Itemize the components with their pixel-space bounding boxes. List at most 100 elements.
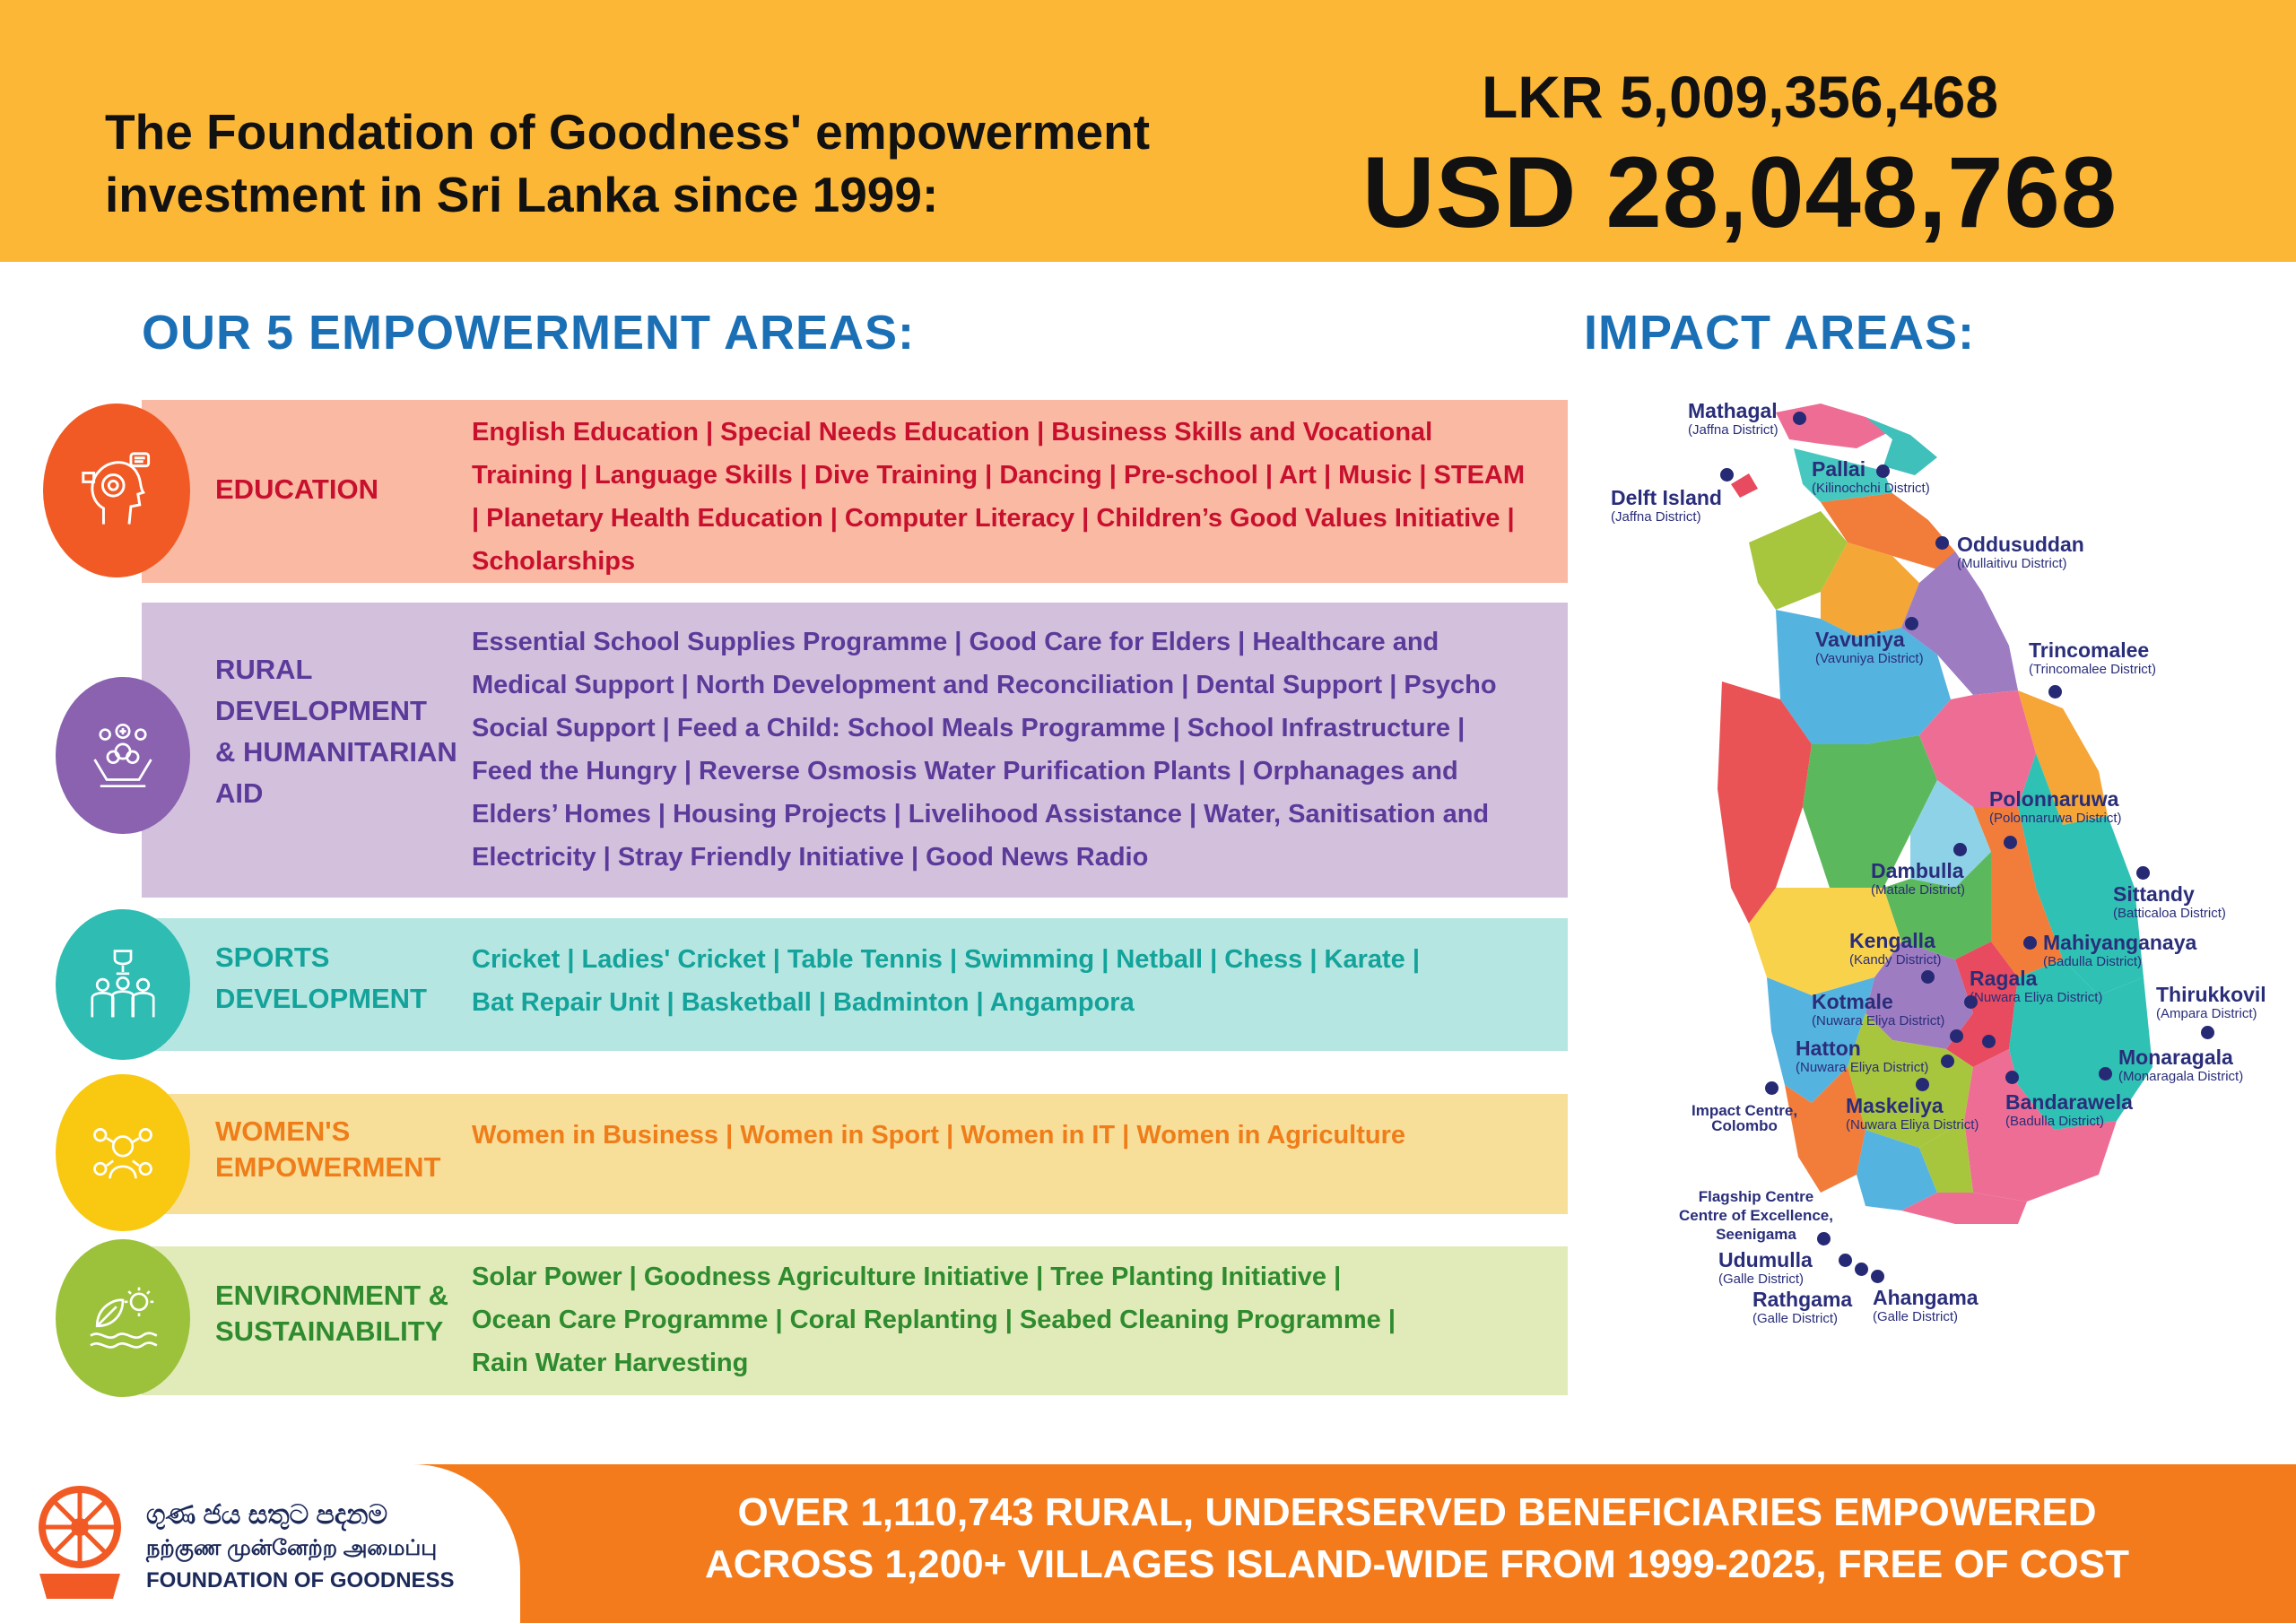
map-marker	[2201, 1026, 2214, 1039]
location-label: Kengalla (Kandy District)	[1849, 929, 1942, 968]
area-label-line: EDUCATION	[215, 473, 378, 505]
logo-english-text: FOUNDATION OF GOODNESS	[146, 1568, 455, 1593]
area-items: Solar Power | Goodness Agriculture Initi…	[472, 1255, 1541, 1384]
area-label-line: & HUMANITARIAN	[215, 736, 457, 768]
map-marker	[1876, 464, 1890, 478]
area-items-line: Scholarships	[472, 547, 636, 576]
area-womens-empowerment: WOMEN'S EMPOWERMENT Women in Business | …	[142, 1094, 1568, 1214]
location-label: Oddusuddan (Mullaitivu District)	[1957, 533, 2084, 571]
area-items-line: | Planetary Health Education | Computer …	[472, 504, 1515, 533]
area-items-line: Essential School Supplies Programme | Go…	[472, 628, 1439, 656]
lkr-amount: LKR 5,009,356,468	[1481, 64, 1999, 130]
area-items-line: Rain Water Harvesting	[472, 1349, 749, 1377]
headline: The Foundation of Goodness' empowerment …	[105, 100, 1271, 226]
map-marker	[1871, 1270, 1884, 1283]
map-marker	[2136, 866, 2150, 880]
headline-line2: investment in Sri Lanka since 1999:	[105, 167, 939, 222]
location-label: Maskeliya (Nuwara Eliya District)	[1846, 1094, 1979, 1133]
map-marker	[1950, 1029, 1963, 1043]
area-label: EDUCATION	[215, 469, 378, 510]
area-label: ENVIRONMENT & SUSTAINABILITY	[215, 1278, 448, 1350]
map-marker	[1921, 970, 1935, 984]
area-label: SPORTS DEVELOPMENT	[215, 937, 427, 1020]
location-label: Hatton (Nuwara Eliya District)	[1796, 1037, 1929, 1075]
map-marker	[1793, 412, 1806, 425]
map-marker	[1855, 1263, 1868, 1276]
trophy-team-icon	[56, 909, 190, 1060]
helping-hands-icon	[56, 677, 190, 834]
area-label-line: ENVIRONMENT &	[215, 1280, 449, 1311]
map-marker	[1720, 468, 1734, 482]
area-items: Women in Business | Women in Sport | Wom…	[472, 1114, 1541, 1157]
map-marker	[1964, 995, 1978, 1009]
area-education: EDUCATION English Education | Special Ne…	[142, 400, 1568, 583]
area-label: WOMEN'S EMPOWERMENT	[215, 1114, 440, 1185]
map-marker	[1905, 617, 1918, 630]
area-label-line: DEVELOPMENT	[215, 983, 427, 1014]
location-label: Flagship Centre Centre of Excellence, Seen…	[1679, 1188, 1833, 1243]
location-label: Vavuniya (Vavuniya District)	[1815, 628, 1924, 666]
sri-lanka-map	[1596, 386, 2296, 1354]
area-label: RURAL DEVELOPMENT & HUMANITARIAN AID	[215, 649, 457, 814]
location-label: Monaragala (Monaragala District)	[2118, 1046, 2244, 1084]
location-label: Rathgama (Galle District)	[1752, 1288, 1853, 1326]
map-marker	[2023, 936, 2037, 950]
map-marker	[2004, 836, 2017, 849]
education-head-icon	[43, 404, 190, 577]
area-items-line: Solar Power | Goodness Agriculture Initi…	[472, 1263, 1342, 1291]
women-icon	[56, 1074, 190, 1231]
area-label-line: SUSTAINABILITY	[215, 1315, 444, 1347]
headline-line1: The Foundation of Goodness' empowerment	[105, 104, 1151, 160]
location-label: Polonnaruwa (Polonnaruwa District)	[1989, 787, 2122, 826]
dharma-wheel-logo	[30, 1473, 129, 1608]
area-items: Essential School Supplies Programme | Go…	[472, 621, 1541, 879]
location-label: Delft Island (Jaffna District)	[1611, 486, 1722, 525]
location-label: Mathagal (Jaffna District)	[1688, 399, 1779, 438]
area-label-line: SPORTS	[215, 942, 330, 973]
map-marker	[2048, 685, 2062, 699]
area-items-line: Cricket | Ladies' Cricket | Table Tennis…	[472, 945, 1420, 974]
map-marker	[1935, 536, 1949, 550]
location-label: Pallai (Kilinochchi District)	[1812, 457, 1930, 496]
impact-areas-title: IMPACT AREAS:	[1584, 306, 1975, 360]
area-items-line: Social Support | Feed a Child: School Me…	[472, 714, 1465, 742]
area-label-line: RURAL	[215, 654, 313, 685]
area-items-line: English Education | Special Needs Educat…	[472, 418, 1433, 447]
location-label: Trincomalee (Trincomalee District)	[2029, 638, 2156, 677]
location-label: Dambulla (Matale District)	[1871, 859, 1966, 898]
area-label-line: AID	[215, 777, 264, 809]
map-marker	[1765, 1081, 1779, 1095]
footer-line2: ACROSS 1,200+ VILLAGES ISLAND-WIDE FROM …	[704, 1542, 2130, 1586]
header-banner: The Foundation of Goodness' empowerment …	[0, 0, 2296, 262]
location-label: Udumulla (Galle District)	[1718, 1248, 1813, 1287]
map-marker	[1982, 1035, 1996, 1048]
empowerment-areas-title: OUR 5 EMPOWERMENT AREAS:	[142, 306, 916, 360]
area-items-line: Training | Language Skills | Dive Traini…	[472, 461, 1526, 490]
logo-sinhala-text: ගුණ ජය සතුට පදනම	[146, 1500, 388, 1530]
area-items: Cricket | Ladies' Cricket | Table Tennis…	[472, 938, 1541, 1024]
logo-tamil-text: நற்குண முன்னேற்ற அமைப்பு	[146, 1536, 438, 1560]
area-items-line: Electricity | Stray Friendly Initiative …	[472, 843, 1149, 872]
map-marker	[1941, 1055, 1954, 1068]
location-label: Ragala (Nuwara Eliya District)	[1970, 967, 2103, 1005]
location-label: Thirukkovil (Ampara District)	[2156, 983, 2266, 1021]
location-label: Ahangama (Galle District)	[1873, 1286, 1979, 1324]
location-label: Sittandy (Batticaloa District)	[2113, 882, 2226, 921]
map-marker	[1953, 843, 1967, 856]
area-rural-development: RURAL DEVELOPMENT & HUMANITARIAN AID Ess…	[142, 603, 1568, 898]
map-marker	[2005, 1071, 2019, 1084]
location-label: Bandarawela (Badulla District)	[2005, 1090, 2133, 1129]
area-sports-development: SPORTS DEVELOPMENT Cricket | Ladies' Cri…	[142, 918, 1568, 1051]
location-label: Mahiyanganaya (Badulla District)	[2043, 931, 2197, 969]
map-marker	[1916, 1078, 1929, 1091]
area-items-line: Feed the Hungry | Reverse Osmosis Water …	[472, 757, 1458, 785]
area-environment-sustainability: ENVIRONMENT & SUSTAINABILITY Solar Power…	[142, 1246, 1568, 1395]
map-marker	[1839, 1254, 1852, 1267]
area-items-line: Ocean Care Programme | Coral Replanting …	[472, 1306, 1396, 1334]
area-label-line: WOMEN'S	[215, 1115, 351, 1147]
map-marker	[1817, 1232, 1831, 1245]
location-label: Kotmale (Nuwara Eliya District)	[1812, 990, 1945, 1028]
area-label-line: EMPOWERMENT	[215, 1151, 441, 1183]
footer-line1: OVER 1,110,743 RURAL, UNDERSERVED BENEFI…	[737, 1490, 2097, 1534]
area-items: English Education | Special Needs Educat…	[472, 411, 1541, 583]
